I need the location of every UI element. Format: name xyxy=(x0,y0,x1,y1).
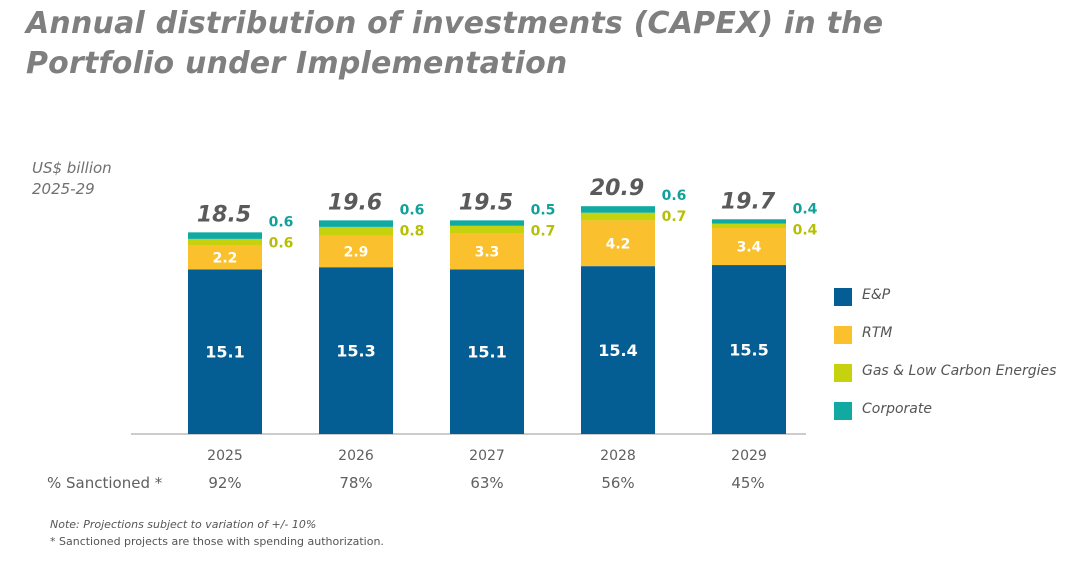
legend-label-ep: E&P xyxy=(862,287,891,303)
x-tick-2026: 2026 xyxy=(338,448,374,464)
bar-corporate-2029 xyxy=(712,219,786,224)
sanctioned-value-2025: 92% xyxy=(208,474,242,492)
bar-corporate-2026 xyxy=(319,220,393,227)
data-label-ep-2028: 15.4 xyxy=(598,341,637,360)
bar-corporate-2028 xyxy=(581,206,655,213)
data-label-rtm-2029: 3.4 xyxy=(737,240,762,256)
x-tick-2025: 2025 xyxy=(207,448,243,464)
data-label-rtm-2027: 3.3 xyxy=(475,244,500,260)
bar-ep-2029 xyxy=(712,265,786,434)
bar-ep-2027 xyxy=(450,269,524,434)
bar-corporate-2025 xyxy=(188,232,262,239)
total-label-2028: 20.9 xyxy=(590,176,644,201)
legend-swatch-rtm xyxy=(834,326,852,344)
x-tick-2027: 2027 xyxy=(469,448,505,464)
data-label-ep-2029: 15.5 xyxy=(729,341,768,360)
data-label-corporate-2028: 0.6 xyxy=(662,188,687,204)
data-label-corporate-2027: 0.5 xyxy=(531,202,556,218)
data-label-rtm-2026: 2.9 xyxy=(344,244,369,260)
total-label-2029: 19.7 xyxy=(721,189,776,214)
legend-label-corporate: Corporate xyxy=(862,401,932,417)
sanctioned-value-2027: 63% xyxy=(470,474,504,492)
data-label-corporate-2029: 0.4 xyxy=(793,201,818,217)
bar-rtm-2027 xyxy=(450,233,524,270)
note-projections: Note: Projections subject to variation o… xyxy=(50,518,317,531)
data-label-ep-2026: 15.3 xyxy=(336,342,375,361)
footnotes: Note: Projections subject to variation o… xyxy=(50,516,384,550)
legend-swatch-corporate xyxy=(834,402,852,420)
sanctioned-value-2029: 45% xyxy=(731,474,765,492)
bar-gas-low-carbon-2026 xyxy=(319,226,393,236)
legend-swatch-ep xyxy=(834,288,852,306)
data-label-corporate-2026: 0.6 xyxy=(400,202,425,218)
bar-ep-2026 xyxy=(319,267,393,434)
data-label-gas-low-carbon-2027: 0.7 xyxy=(531,223,556,239)
chart-title-line-1: Annual distribution of investments (CAPE… xyxy=(26,6,884,41)
data-label-gas-low-carbon-2025: 0.6 xyxy=(269,235,294,251)
data-label-ep-2027: 15.1 xyxy=(467,343,506,362)
unit-label: US$ billion 2025-29 xyxy=(32,158,112,200)
data-label-corporate-2025: 0.6 xyxy=(269,214,294,230)
bar-corporate-2027 xyxy=(450,220,524,226)
bar-gas-low-carbon-2025 xyxy=(188,238,262,246)
chart-title-line-2: Portfolio under Implementation xyxy=(26,46,568,81)
legend-swatch-gas-low-carbon xyxy=(834,364,852,382)
data-label-gas-low-carbon-2028: 0.7 xyxy=(662,209,687,225)
bar-gas-low-carbon-2028 xyxy=(581,212,655,221)
unit-label-line-1: US$ billion xyxy=(32,159,112,177)
bar-rtm-2025 xyxy=(188,245,262,270)
note-sanctioned-definition: * Sanctioned projects are those with spe… xyxy=(50,535,384,548)
x-tick-2028: 2028 xyxy=(600,448,636,464)
bar-gas-low-carbon-2027 xyxy=(450,225,524,234)
data-label-ep-2025: 15.1 xyxy=(205,343,244,362)
bar-rtm-2029 xyxy=(712,227,786,266)
total-label-2026: 19.6 xyxy=(328,190,382,215)
sanctioned-row-label: % Sanctioned * xyxy=(47,474,163,492)
bar-gas-low-carbon-2029 xyxy=(712,223,786,228)
data-label-gas-low-carbon-2026: 0.8 xyxy=(400,223,425,239)
total-label-2027: 19.5 xyxy=(459,190,513,215)
sanctioned-value-2026: 78% xyxy=(339,474,373,492)
bar-ep-2025 xyxy=(188,269,262,434)
sanctioned-value-2028: 56% xyxy=(601,474,635,492)
unit-label-line-2: 2025-29 xyxy=(32,180,95,198)
bar-rtm-2028 xyxy=(581,220,655,267)
data-label-rtm-2028: 4.2 xyxy=(606,236,631,252)
bar-rtm-2026 xyxy=(319,235,393,268)
chart-title: Annual distribution of investments (CAPE… xyxy=(26,4,883,84)
legend-label-rtm: RTM xyxy=(862,325,893,341)
data-label-rtm-2025: 2.2 xyxy=(213,250,238,266)
x-tick-2029: 2029 xyxy=(731,448,767,464)
total-label-2025: 18.5 xyxy=(197,202,251,227)
bar-ep-2028 xyxy=(581,266,655,434)
legend-label-gas-low-carbon: Gas & Low Carbon Energies xyxy=(862,363,1057,379)
data-label-gas-low-carbon-2029: 0.4 xyxy=(793,222,818,238)
